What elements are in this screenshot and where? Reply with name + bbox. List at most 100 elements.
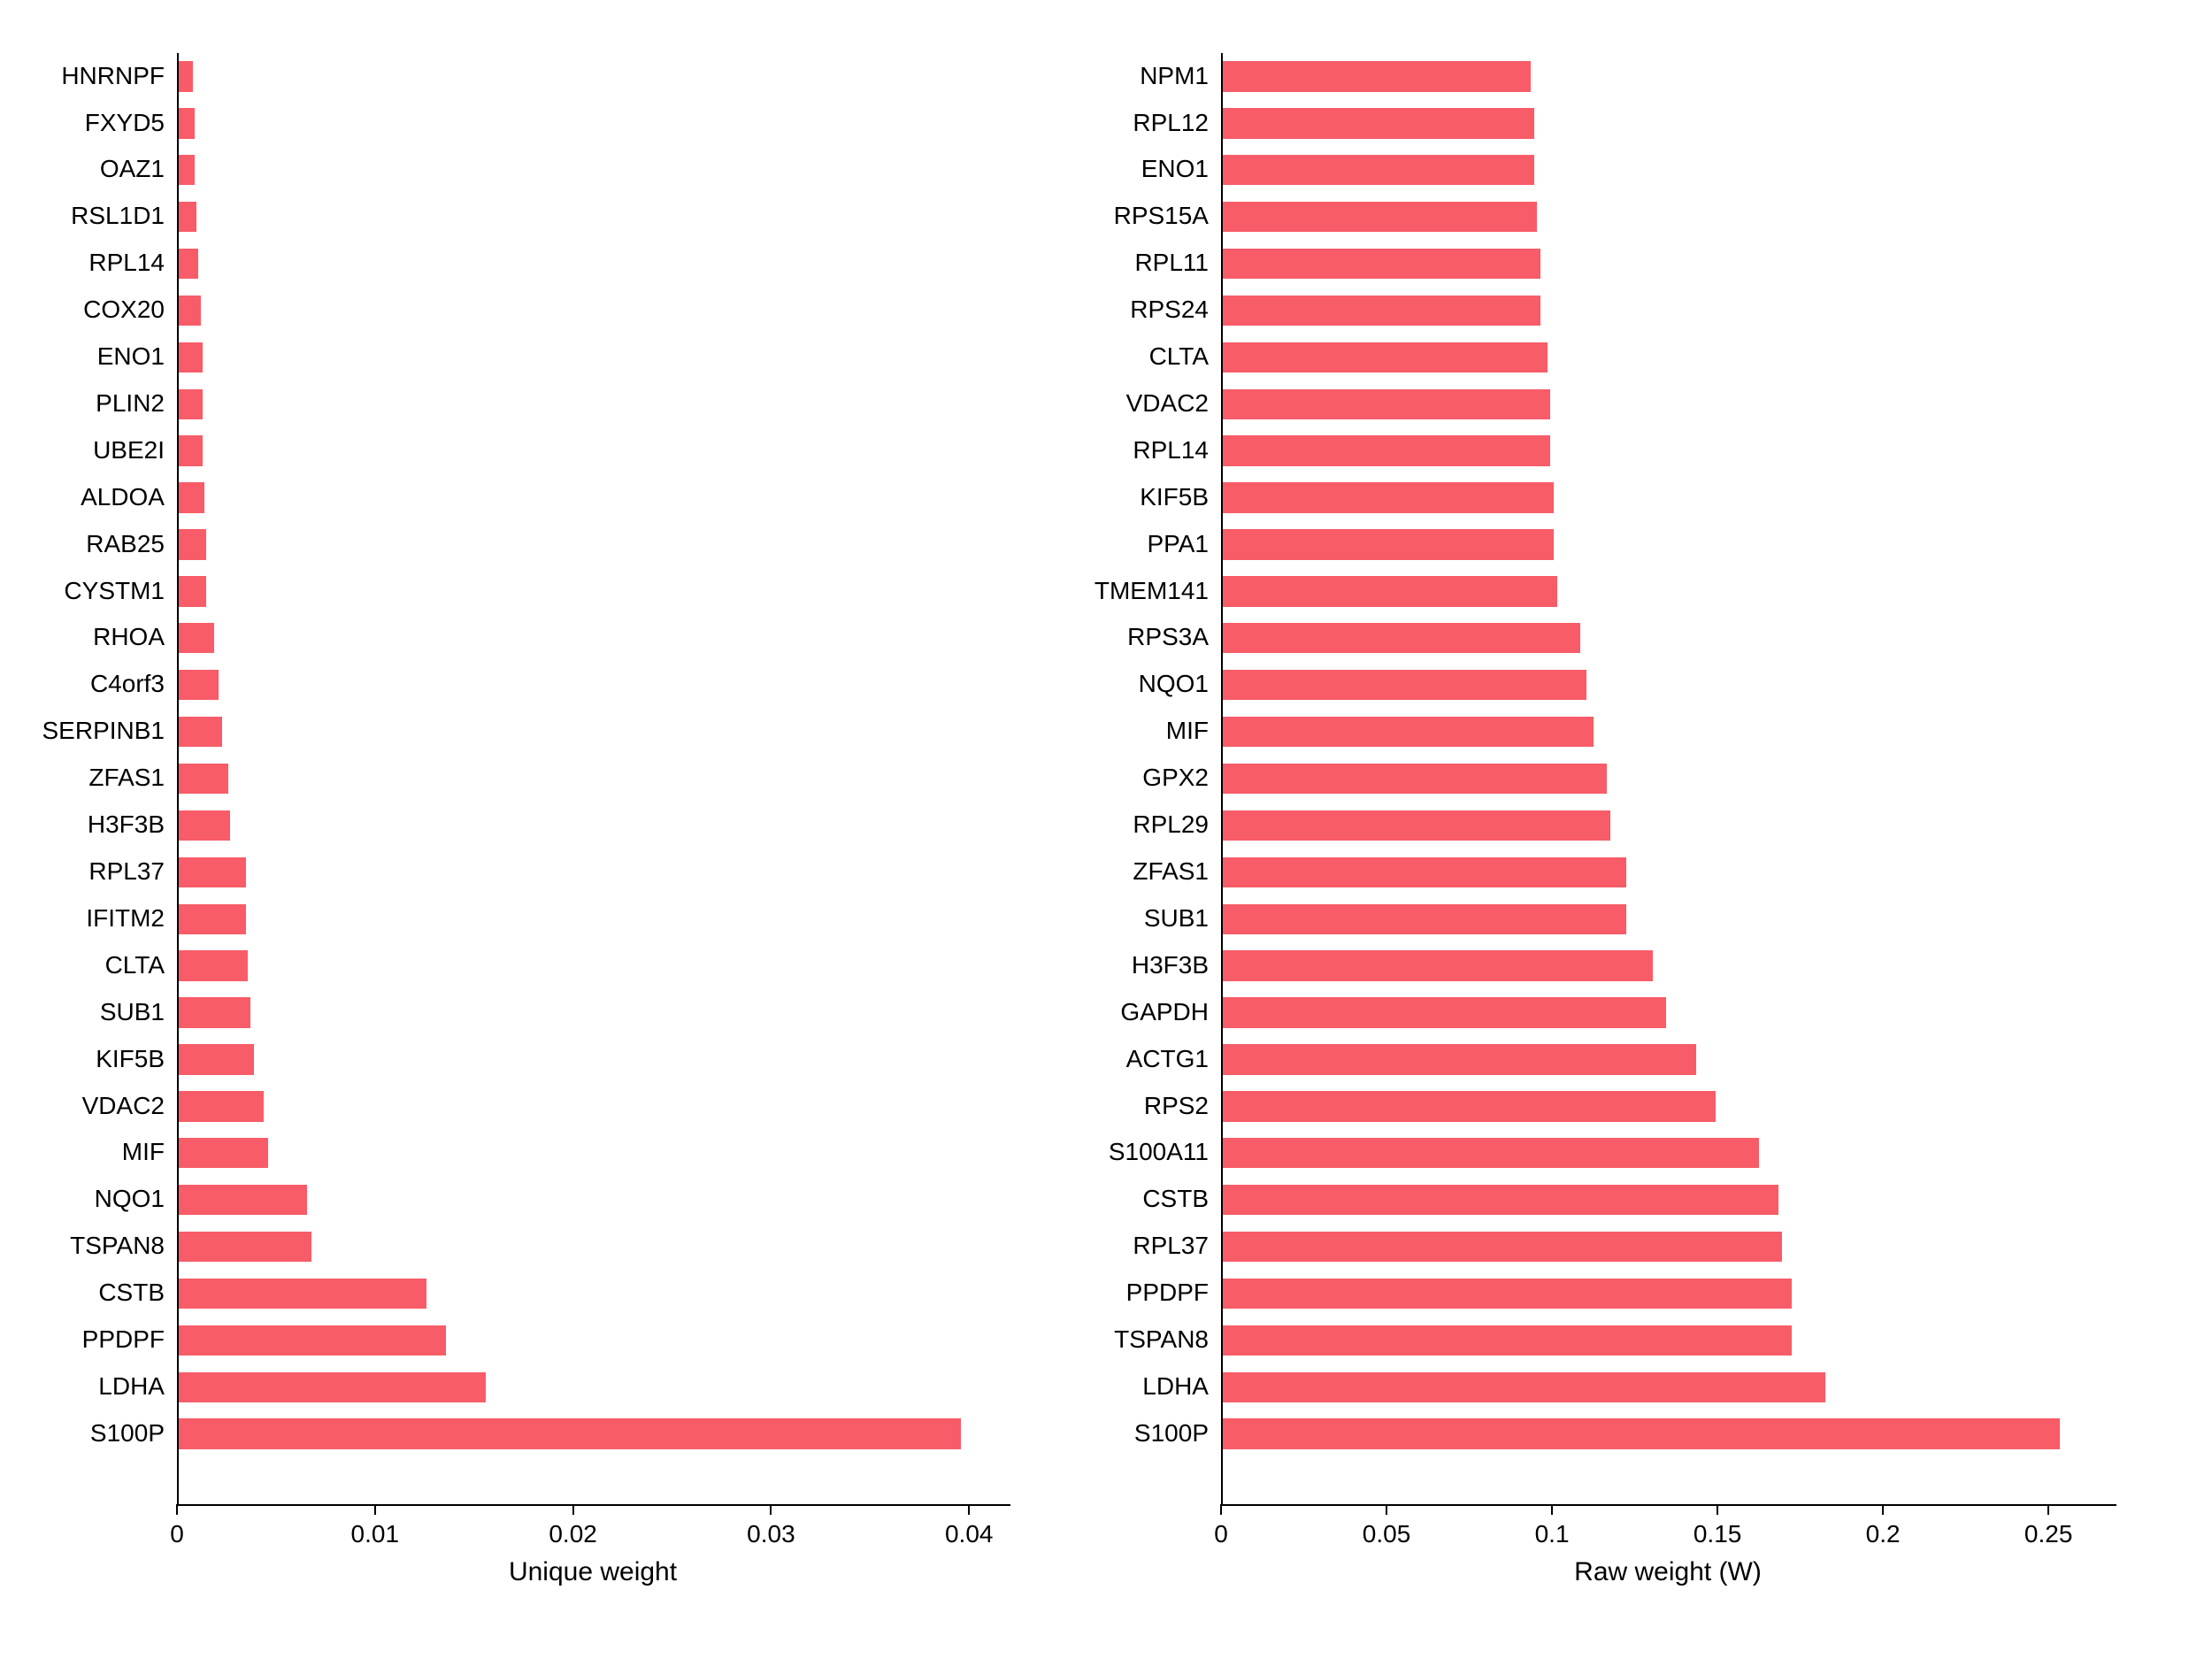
x-tick-label: 0 (170, 1520, 184, 1548)
bar (179, 108, 195, 138)
y-tick-label: COX20 (83, 296, 165, 324)
bar (179, 202, 196, 232)
y-tick-label: FXYD5 (85, 109, 165, 137)
figure-stage: HNRNPF FXYD5 OAZ1 RSL1D1 RPL14 COX20 ENO1 PLIN2… (0, 0, 2212, 1659)
y-tick-label: RPS24 (1130, 296, 1209, 324)
bar (179, 857, 246, 887)
x-tick-mark (968, 1504, 970, 1515)
bar (179, 717, 222, 747)
y-tick-label: KIF5B (96, 1045, 165, 1073)
y-tick-label: MIF (122, 1138, 165, 1166)
bar (1223, 576, 1557, 606)
bar (179, 482, 204, 512)
y-tick-label: RPS3A (1127, 623, 1209, 651)
x-tick-mark (1717, 1504, 1718, 1515)
bar (179, 1418, 961, 1448)
x-tick-label: 0.25 (2024, 1520, 2073, 1548)
bar (1223, 623, 1580, 653)
y-tick-label: OAZ1 (100, 155, 165, 183)
y-tick-label: SERPINB1 (42, 717, 165, 745)
y-tick-label: S100A11 (1109, 1138, 1209, 1166)
y-tick-label: H3F3B (88, 810, 165, 839)
bar (179, 670, 219, 700)
bar (179, 1279, 426, 1309)
y-tick-label: ZFAS1 (88, 764, 165, 792)
y-tick-label: TMEM141 (1094, 577, 1209, 605)
y-tick-label: ENO1 (97, 342, 165, 371)
x-tick-label: 0.2 (1866, 1520, 1901, 1548)
y-tick-label: NQO1 (1139, 670, 1209, 698)
bar (179, 529, 206, 559)
bar (1223, 435, 1550, 465)
bar (179, 950, 248, 980)
y-tick-label: HNRNPF (61, 62, 165, 90)
x-tick-mark (176, 1504, 178, 1515)
bar (1223, 389, 1550, 419)
bar (1223, 1418, 2060, 1448)
x-tick-mark (770, 1504, 772, 1515)
x-tick-label: 0.04 (945, 1520, 994, 1548)
bar (179, 1372, 486, 1402)
y-tick-label: S100P (90, 1419, 165, 1448)
y-tick-label: PLIN2 (96, 389, 165, 418)
bar (179, 576, 206, 606)
y-tick-label: RPL37 (1133, 1232, 1209, 1260)
y-tick-label: RPS15A (1114, 202, 1209, 230)
bar (1223, 1091, 1716, 1121)
bar (1223, 1044, 1696, 1074)
bar (179, 389, 203, 419)
y-tick-label: VDAC2 (82, 1092, 165, 1120)
y-tick-label: RSL1D1 (71, 202, 165, 230)
x-tick-mark (1220, 1504, 1222, 1515)
x-tick-label: 0.1 (1535, 1520, 1570, 1548)
bar (1223, 997, 1666, 1027)
bar (1223, 155, 1534, 185)
bar (179, 764, 228, 794)
y-tick-label: PPDPF (1126, 1279, 1209, 1307)
x-tick-label: 0 (1214, 1520, 1228, 1548)
y-tick-label: KIF5B (1140, 483, 1209, 511)
bar (179, 1325, 446, 1356)
x-axis-label: Raw weight (W) (1574, 1557, 1762, 1587)
x-tick-label: 0.03 (747, 1520, 795, 1548)
y-tick-label: CSTB (98, 1279, 165, 1307)
y-tick-label: ALDOA (81, 483, 165, 511)
bar (1223, 342, 1548, 373)
y-tick-label: C4orf3 (90, 670, 165, 698)
x-tick-mark (374, 1504, 376, 1515)
bar (1223, 1138, 1759, 1168)
bar (1223, 482, 1554, 512)
bar (1223, 1185, 1778, 1215)
y-tick-label: H3F3B (1132, 951, 1209, 979)
y-tick-label: SUB1 (1144, 904, 1209, 933)
x-tick-mark (572, 1504, 574, 1515)
bar (1223, 764, 1607, 794)
y-tick-label: S100P (1134, 1419, 1209, 1448)
y-tick-label: MIF (1166, 717, 1209, 745)
bar (179, 810, 230, 841)
bar (179, 296, 201, 326)
y-tick-label: GAPDH (1120, 998, 1209, 1026)
x-tick-label: 0.02 (549, 1520, 597, 1548)
bar (1223, 1325, 1792, 1356)
y-tick-label: RHOA (93, 623, 165, 651)
x-tick-label: 0.15 (1694, 1520, 1742, 1548)
bar (1223, 296, 1540, 326)
bar (1223, 61, 1531, 91)
y-tick-label: ZFAS1 (1133, 857, 1209, 886)
bar (179, 1044, 254, 1074)
bar (179, 249, 198, 279)
y-tick-label: RPS2 (1144, 1092, 1209, 1120)
bar (1223, 857, 1626, 887)
bar (1223, 529, 1554, 559)
y-tick-label: PPA1 (1147, 530, 1209, 558)
y-tick-label: RPL14 (1133, 436, 1209, 465)
bar (179, 1138, 268, 1168)
y-tick-label: LDHA (1142, 1372, 1209, 1401)
x-tick-mark (1882, 1504, 1884, 1515)
bar (179, 342, 203, 373)
y-tick-label: NQO1 (95, 1185, 165, 1213)
bar (1223, 904, 1626, 934)
bar (1223, 717, 1594, 747)
bar (1223, 1232, 1782, 1262)
